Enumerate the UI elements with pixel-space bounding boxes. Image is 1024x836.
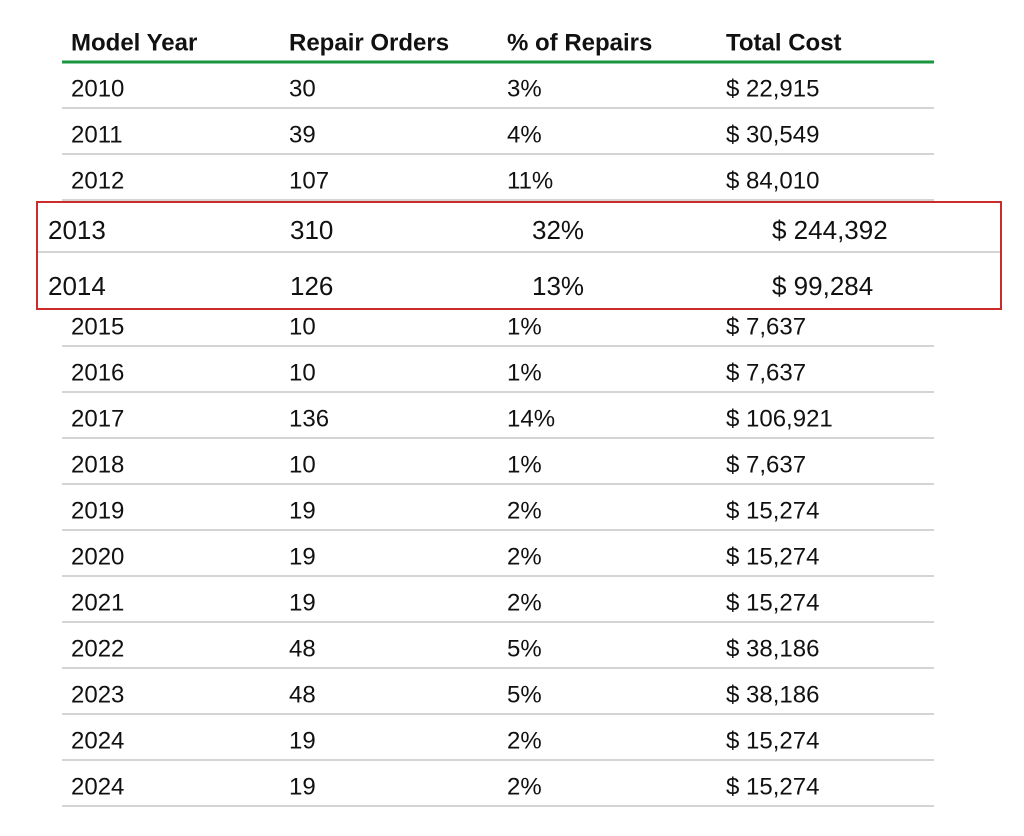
cell: $ 7,637 <box>726 359 806 386</box>
cell: 2024 <box>71 727 124 754</box>
cell: 48 <box>289 635 316 662</box>
cell: 2% <box>507 727 542 754</box>
cell: 48 <box>289 681 316 708</box>
cell: 4% <box>507 121 542 148</box>
cell: 2020 <box>71 543 124 570</box>
cell: 1% <box>507 313 542 340</box>
cell: 2024 <box>71 773 124 800</box>
header-cell: Total Cost <box>726 29 842 56</box>
cell: 1% <box>507 359 542 386</box>
cell: $ 15,274 <box>726 589 819 616</box>
cell: 10 <box>289 451 316 478</box>
cell: 10 <box>289 313 316 340</box>
cell: 19 <box>289 589 316 616</box>
cell: 14% <box>507 405 555 432</box>
cell: 5% <box>507 681 542 708</box>
cell: $ 38,186 <box>726 635 819 662</box>
cell: 3% <box>507 75 542 102</box>
cell: 2% <box>507 589 542 616</box>
cell: 19 <box>289 543 316 570</box>
cell: $ 15,274 <box>726 773 819 800</box>
cell: 2% <box>507 773 542 800</box>
cell: $ 106,921 <box>726 405 833 432</box>
cell: 2012 <box>71 167 124 194</box>
cell: 2019 <box>71 497 124 524</box>
highlighted-cell: 32% <box>532 215 584 245</box>
cell: 136 <box>289 405 329 432</box>
highlighted-cell: $ 99,284 <box>772 271 873 301</box>
cell: $ 15,274 <box>726 497 819 524</box>
cell: $ 15,274 <box>726 543 819 570</box>
cell: $ 7,637 <box>726 451 806 478</box>
header-cell: Model Year <box>71 29 197 56</box>
cell: 2017 <box>71 405 124 432</box>
header-cell: % of Repairs <box>507 29 652 56</box>
highlighted-cell: 126 <box>290 271 333 301</box>
cell: 2018 <box>71 451 124 478</box>
cell: 2023 <box>71 681 124 708</box>
cell: 2021 <box>71 589 124 616</box>
cell: $ 7,637 <box>726 313 806 340</box>
highlighted-cell: 2013 <box>48 215 106 245</box>
cell: $ 22,915 <box>726 75 819 102</box>
cell: 2022 <box>71 635 124 662</box>
cell: 19 <box>289 773 316 800</box>
highlighted-cell: 2014 <box>48 271 106 301</box>
cell: 2011 <box>71 121 123 148</box>
cell: $ 84,010 <box>726 167 819 194</box>
highlighted-cell: 13% <box>532 271 584 301</box>
header-cell: Repair Orders <box>289 29 449 56</box>
cell: 107 <box>289 167 329 194</box>
highlighted-cell: 310 <box>290 215 333 245</box>
cell: 2% <box>507 497 542 524</box>
cell: 10 <box>289 359 316 386</box>
cell: $ 30,549 <box>726 121 819 148</box>
cell: 2016 <box>71 359 124 386</box>
cell: 19 <box>289 497 316 524</box>
cell: 19 <box>289 727 316 754</box>
cell: 1% <box>507 451 542 478</box>
cell: 39 <box>289 121 316 148</box>
cell: 30 <box>289 75 316 102</box>
cell: 5% <box>507 635 542 662</box>
highlighted-cell: $ 244,392 <box>772 215 888 245</box>
cell: 2010 <box>71 75 124 102</box>
cell: $ 15,274 <box>726 727 819 754</box>
cell: $ 38,186 <box>726 681 819 708</box>
cell: 2% <box>507 543 542 570</box>
cell: 2015 <box>71 313 124 340</box>
highlight-box <box>36 201 1002 310</box>
cell: 11% <box>507 167 553 194</box>
